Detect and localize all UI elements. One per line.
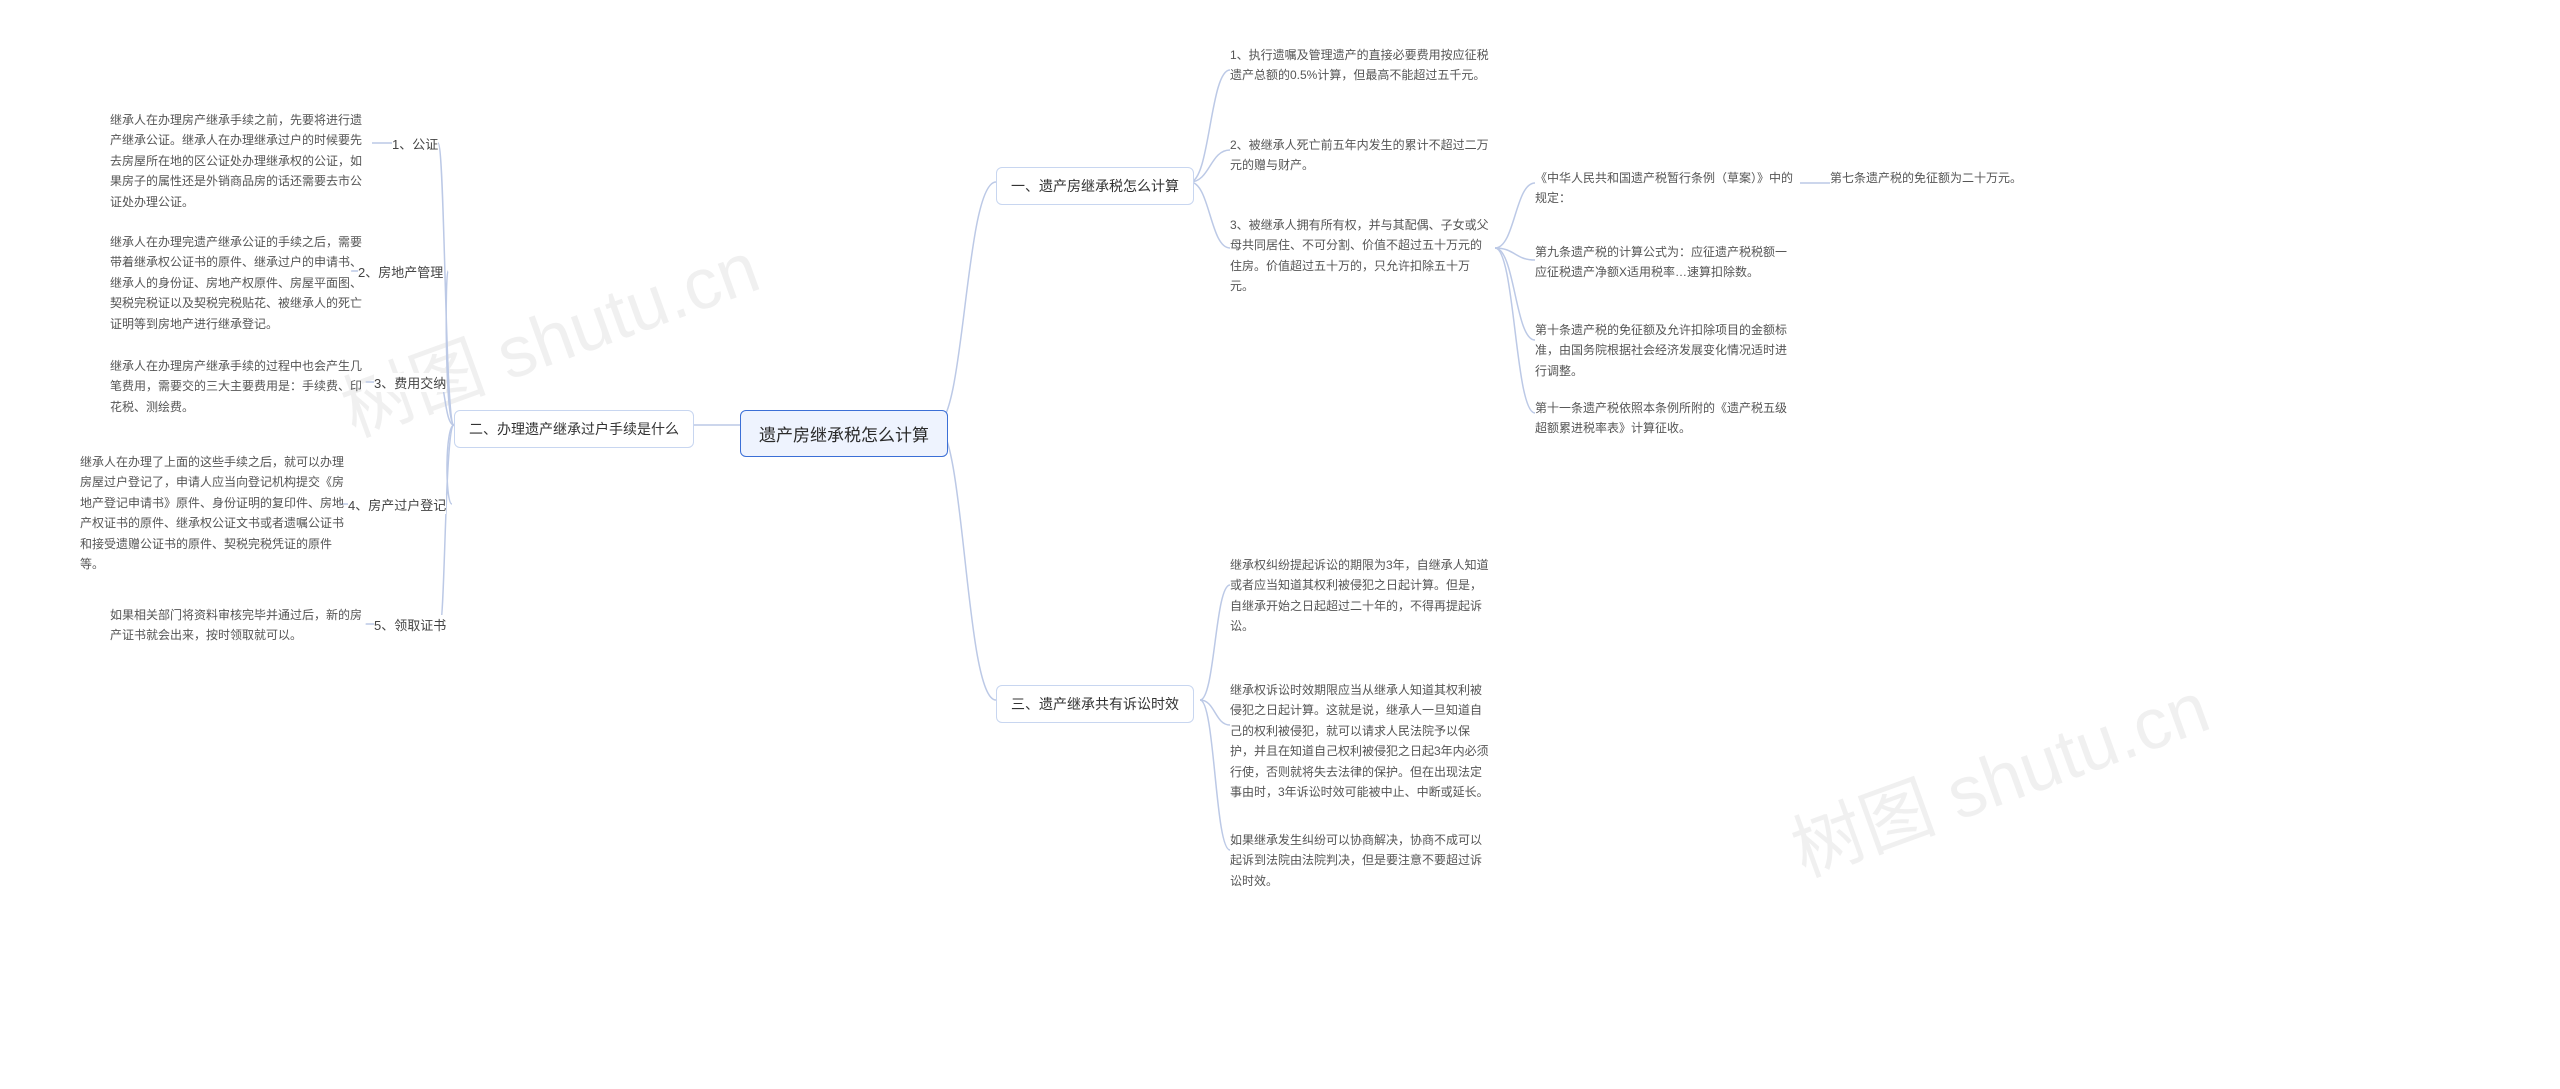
- s2-item-1: 继承人在办理房产继承手续之前，先要将进行遗产继承公证。继承人在办理继承过户的时候…: [110, 110, 370, 212]
- s1-rule-10: 第十条遗产税的免征额及允许扣除项目的金额标准，由国务院根据社会经济发展变化情况适…: [1535, 320, 1795, 381]
- s2-item-5: 如果相关部门将资料审核完毕并通过后，新的房产证书就会出来，按时领取就可以。: [110, 605, 370, 646]
- s1-rule-11: 第十一条遗产税依照本条例所附的《遗产税五级超额累进税率表》计算征收。: [1535, 398, 1795, 439]
- s3-point-1: 继承权纠纷提起诉讼的期限为3年，自继承人知道或者应当知道其权利被侵犯之日起计算。…: [1230, 555, 1490, 637]
- s3-point-3: 如果继承发生纠纷可以协商解决，协商不成可以起诉到法院由法院判决，但是要注意不要超…: [1230, 830, 1490, 891]
- s2-item-2: 继承人在办理完遗产继承公证的手续之后，需要带着继承权公证书的原件、继承过户的申请…: [110, 232, 370, 334]
- s2-item-2-title: 2、房地产管理: [358, 262, 443, 281]
- s2-item-4-title: 4、房产过户登记: [348, 495, 446, 514]
- branch-section-3[interactable]: 三、遗产继承共有诉讼时效: [996, 685, 1194, 723]
- root-node[interactable]: 遗产房继承税怎么计算: [740, 410, 948, 457]
- s1-rule-9: 第九条遗产税的计算公式为：应征遗产税税额一应征税遗产净额X适用税率…速算扣除数。: [1535, 242, 1795, 283]
- s1-rule-7: 第七条遗产税的免征额为二十万元。: [1830, 168, 2040, 188]
- s1-point-1: 1、执行遗嘱及管理遗产的直接必要费用按应征税遗产总额的0.5%计算，但最高不能超…: [1230, 45, 1490, 86]
- s2-item-4: 继承人在办理了上面的这些手续之后，就可以办理房屋过户登记了，申请人应当向登记机构…: [80, 452, 350, 574]
- s2-item-5-title: 5、领取证书: [374, 615, 446, 634]
- s1-point-3: 3、被继承人拥有所有权，并与其配偶、子女或父母共同居住、不可分割、价值不超过五十…: [1230, 215, 1490, 297]
- s2-item-1-title: 1、公证: [392, 134, 438, 153]
- branch-section-1[interactable]: 一、遗产房继承税怎么计算: [996, 167, 1194, 205]
- s2-item-3: 继承人在办理房产继承手续的过程中也会产生几笔费用，需要交的三大主要费用是：手续费…: [110, 356, 370, 417]
- s2-item-3-title: 3、费用交纳: [374, 373, 446, 392]
- s3-point-2: 继承权诉讼时效期限应当从继承人知道其权利被侵犯之日起计算。这就是说，继承人一旦知…: [1230, 680, 1490, 802]
- s1-point-2: 2、被继承人死亡前五年内发生的累计不超过二万元的赠与财产。: [1230, 135, 1490, 176]
- branch-section-2[interactable]: 二、办理遗产继承过户手续是什么: [454, 410, 694, 448]
- s1-regulation: 《中华人民共和国遗产税暂行条例（草案）》中的规定：: [1535, 168, 1795, 209]
